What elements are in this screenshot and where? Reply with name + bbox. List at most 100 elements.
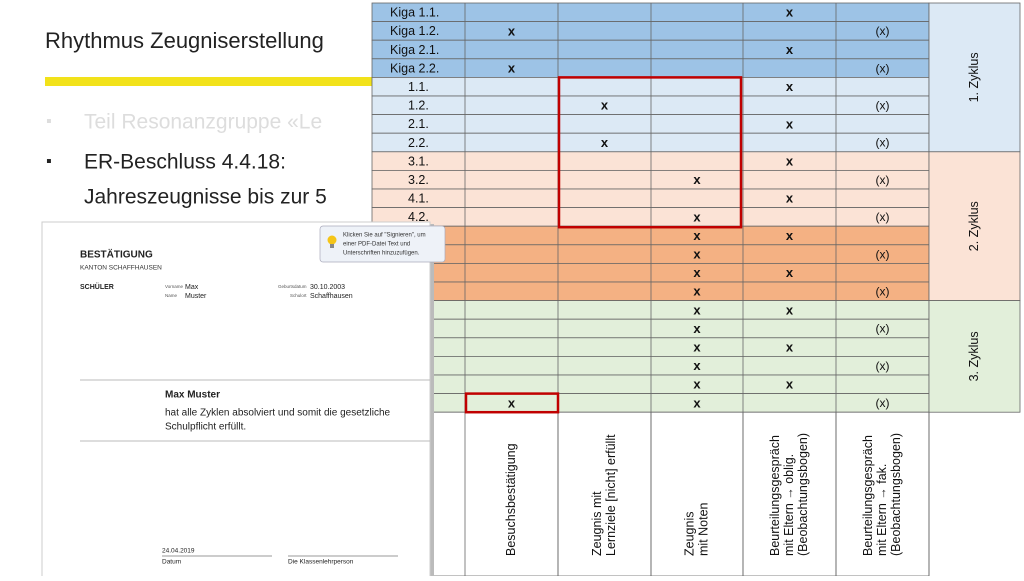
cell-mark: x [601, 135, 609, 150]
cell-mark: x [786, 302, 794, 317]
cell-mark: (x) [876, 173, 890, 187]
document [41, 221, 431, 581]
row-bg [371, 2, 930, 23]
row-bg [371, 151, 930, 171]
cell-mark: x [786, 228, 794, 243]
bullet-marker: ▪ [46, 153, 52, 170]
row-bg [371, 337, 930, 357]
row-bg [371, 393, 930, 413]
zyklus-label: 3. Zyklus [967, 331, 981, 381]
header-bg [371, 411, 930, 577]
cell-mark: x [786, 79, 794, 94]
row-label: 4.1. [408, 192, 429, 206]
cell-mark: x [786, 340, 794, 355]
doc-date-label: Datum [162, 559, 181, 566]
cell-mark: x [693, 265, 701, 280]
bullet-marker: ▪ [46, 113, 52, 130]
row-label: 3.2. [408, 173, 429, 187]
row-bg [371, 244, 930, 264]
tooltip [319, 225, 446, 263]
cell-mark: (x) [876, 98, 890, 112]
cell-mark: x [508, 395, 516, 410]
column-header: mit Eltern → oblig. [782, 454, 796, 556]
row-label: 1.2. [408, 99, 429, 113]
row-label: 4.2. [408, 210, 429, 224]
slide-title: Rhythmus Zeugniserstellung [45, 28, 324, 53]
tooltip-text: Unterschriften hinzuzufügen. [343, 251, 420, 257]
column-header: Beurteilungsgespräch [861, 435, 875, 556]
row-bg [371, 95, 930, 116]
cell-mark: (x) [876, 284, 890, 298]
doc-field-value: Muster [185, 293, 207, 300]
row-bg [371, 300, 930, 320]
row-label: Kiga 2.2. [390, 61, 439, 75]
row-bg [371, 318, 930, 339]
row-bg [371, 132, 930, 153]
doc-date: 24.04.2019 [162, 548, 195, 555]
row-label: Kiga 1.2. [390, 24, 439, 38]
row-bg [371, 169, 930, 190]
row-label: 3.1. [408, 154, 429, 168]
cell-mark: (x) [876, 359, 890, 373]
doc-text: Schulpflicht erfüllt. [165, 422, 246, 433]
title-bar [45, 77, 375, 86]
doc-field-value: Max [185, 284, 199, 291]
cell-mark: (x) [876, 61, 890, 75]
doc-signer-label: Die Klassenlehrperson [288, 559, 354, 566]
cell-mark: (x) [876, 322, 890, 336]
cell-mark: x [508, 23, 516, 38]
cell-mark: x [508, 61, 516, 76]
column-header: Zeugnis mit [590, 491, 604, 556]
cell-mark: (x) [876, 247, 890, 261]
doc-field-label: Schulort [290, 293, 307, 298]
bullet: Teil Resonanzgruppe «Le [84, 111, 322, 134]
cell-mark: x [693, 340, 701, 355]
row-label: 1.1. [408, 80, 429, 94]
row-bg [371, 39, 930, 60]
cell-mark: x [693, 321, 701, 336]
cell-mark: (x) [876, 396, 890, 410]
column-header: mit Eltern → fak. [875, 464, 889, 556]
doc-text: hat alle Zyklen absolviert und somit die… [165, 408, 391, 419]
doc-heading: BESTÄTIGUNG [80, 248, 153, 261]
column-header: (Beobachtungsbogen) [889, 433, 903, 556]
cell-mark: x [693, 172, 701, 187]
bullet: ER-Beschluss 4.4.18: [84, 151, 286, 174]
tooltip-text: einer PDF-Datei Text und [343, 242, 410, 248]
cell-mark: x [693, 358, 701, 373]
row-label: 2.1. [408, 117, 429, 131]
doc-canton: KANTON SCHAFFHAUSEN [80, 265, 162, 272]
column-header: Zeugnis [682, 512, 696, 556]
zyklus-label: 1. Zyklus [967, 52, 981, 102]
doc-field-value: Schaffhausen [310, 293, 353, 300]
row-bg [371, 374, 930, 395]
row-bg [371, 262, 930, 283]
row-bg [371, 114, 930, 134]
doc-field-value: 30.10.2003 [310, 284, 345, 291]
cell-mark: x [786, 42, 794, 57]
row-bg [371, 77, 930, 97]
cell-mark: x [693, 302, 701, 317]
cell-mark: x [693, 395, 701, 410]
cell-mark: (x) [876, 24, 890, 38]
bullet: Jahreszeugnisse bis zur 5 [84, 186, 327, 209]
cell-mark: x [786, 154, 794, 169]
cell-mark: x [786, 377, 794, 392]
cell-mark: x [693, 228, 701, 243]
zyklus-label: 2. Zyklus [967, 201, 981, 251]
cell-mark: x [786, 116, 794, 131]
column-header: (Beobachtungsbogen) [796, 433, 810, 556]
column-header: Lernziele [nicht] erfüllt [604, 434, 618, 556]
doc-field-label: Vorname [165, 284, 184, 289]
row-bg [371, 355, 930, 376]
row-bg [371, 188, 930, 209]
doc-name: Max Muster [165, 390, 220, 401]
cell-mark: x [693, 284, 701, 299]
row-bg [371, 225, 930, 246]
cell-mark: x [693, 209, 701, 224]
column-header: mit Noten [696, 502, 710, 556]
cell-mark: (x) [876, 136, 890, 150]
cell-mark: (x) [876, 210, 890, 224]
highlight-box [557, 76, 743, 229]
